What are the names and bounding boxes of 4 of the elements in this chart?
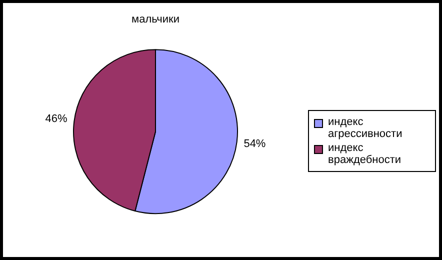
data-label: 54% bbox=[244, 138, 266, 150]
legend-label: индекс враждебности bbox=[328, 142, 402, 166]
chart-title: мальчики bbox=[132, 14, 180, 26]
data-label: 46% bbox=[45, 113, 68, 126]
